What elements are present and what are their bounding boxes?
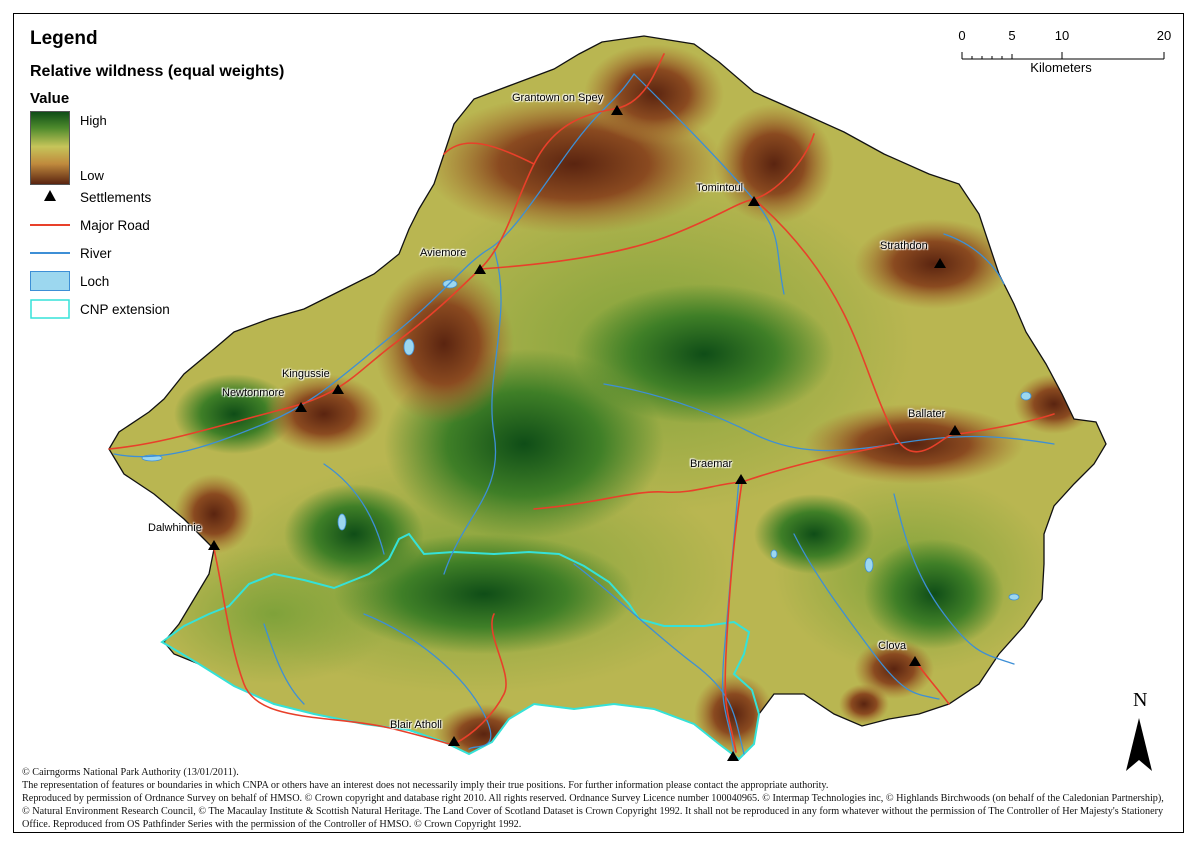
- legend-item-settlements: Settlements: [30, 187, 360, 215]
- copyright-credits: © Cairngorms National Park Authority (13…: [22, 766, 1172, 831]
- settlement-label-grantown-on-spey[interactable]: Grantown on Spey: [512, 92, 604, 104]
- settlement-triangle: [735, 474, 747, 484]
- legend-item-label: Major Road: [80, 218, 150, 233]
- legend-subtitle: Relative wildness (equal weights): [30, 63, 285, 80]
- rivers: [113, 73, 1055, 755]
- map-canvas[interactable]: [14, 14, 1184, 833]
- north-letter: N: [1133, 689, 1148, 711]
- river-line-icon: [30, 252, 70, 254]
- settlement-label-blair-atholl[interactable]: Blair Atholl: [390, 719, 442, 731]
- legend-title: Legend: [30, 28, 98, 49]
- settlement-label-kingussie[interactable]: Kingussie: [282, 368, 330, 380]
- settlement-label-braemar[interactable]: Braemar: [690, 458, 733, 470]
- settlement-label-ballater[interactable]: Ballater: [908, 408, 946, 420]
- settlement-markers: [208, 105, 961, 761]
- settlement-triangle: [332, 384, 344, 394]
- scale-unit-label: Kilometers: [1030, 60, 1092, 75]
- scale-tick-label: 5: [1008, 28, 1016, 43]
- settlement-triangle: [474, 264, 486, 274]
- settlement-label-clova[interactable]: Clova: [878, 640, 907, 652]
- north-arrow-icon: [1126, 718, 1152, 771]
- ramp-high-label: High: [80, 113, 107, 128]
- settlement-triangle: [727, 751, 739, 761]
- scale-tick-label: 10: [1054, 28, 1070, 43]
- scale-tick-label: 20: [1156, 28, 1172, 43]
- lochs: [141, 279, 1032, 601]
- settlement-triangle: [934, 258, 946, 268]
- north-arrow: N: [1118, 689, 1162, 779]
- extension-outline-icon: [30, 299, 70, 319]
- triangle-icon: [44, 190, 56, 201]
- wildness-ramp-swatch: [30, 111, 70, 185]
- map-frame: Legend Relative wildness (equal weights)…: [13, 13, 1184, 833]
- settlement-label-aviemore[interactable]: Aviemore: [420, 247, 467, 259]
- road-line-icon: [30, 224, 70, 226]
- settlement-triangle: [295, 402, 307, 412]
- legend-item-label: River: [80, 246, 112, 261]
- settlement-label-dalwhinnie[interactable]: Dalwhinnie: [148, 522, 202, 534]
- settlement-label-newtonmore[interactable]: Newtonmore: [222, 387, 285, 399]
- legend-item-loch: Loch: [30, 271, 360, 299]
- settlement-triangle: [949, 425, 961, 435]
- loch-swatch-icon: [30, 271, 70, 291]
- scale-tick-label: 0: [958, 28, 966, 43]
- settlement-triangle: [448, 736, 460, 746]
- settlement-triangle: [909, 656, 921, 666]
- legend-item-major-road: Major Road: [30, 215, 360, 243]
- scale-bar: 0 5 10 20 Kilometers: [944, 26, 1172, 86]
- credit-line: The representation of features or bounda…: [22, 780, 829, 791]
- legend-value-heading: Value: [30, 90, 70, 107]
- cnp-extension-boundary: [160, 532, 761, 761]
- settlement-triangle: [611, 105, 623, 115]
- legend-ramp: High Low: [30, 111, 360, 187]
- settlement-triangle: [748, 196, 760, 206]
- settlement-label-tomintoul[interactable]: Tomintoul: [696, 182, 744, 194]
- legend: Legend Relative wildness (equal weights)…: [30, 28, 360, 327]
- ramp-low-label: Low: [80, 168, 104, 183]
- legend-item-river: River: [30, 243, 360, 271]
- legend-item-cnp-extension: CNP extension: [30, 299, 360, 327]
- scale-bar-graphic: [961, 52, 1165, 60]
- credit-line: Reproduced by permission of Ordnance Sur…: [22, 793, 1164, 830]
- legend-item-label: Settlements: [80, 190, 152, 205]
- settlement-label-strathdon[interactable]: Strathdon: [880, 240, 928, 252]
- legend-item-label: CNP extension: [80, 302, 170, 317]
- credit-line: © Cairngorms National Park Authority (13…: [22, 767, 239, 778]
- settlement-triangle: [208, 540, 220, 550]
- legend-item-label: Loch: [80, 274, 110, 289]
